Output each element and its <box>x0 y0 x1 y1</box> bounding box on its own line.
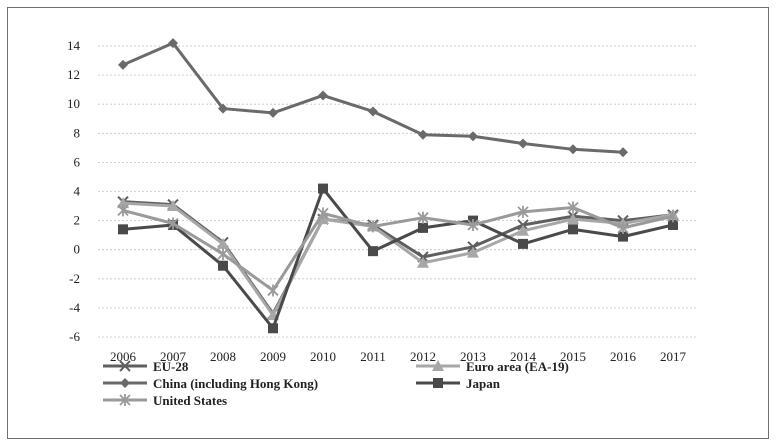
x-tick-label: 2008 <box>210 349 236 364</box>
data-point <box>617 221 629 234</box>
legend-label: China (including Hong Kong) <box>153 376 318 391</box>
x-tick-label: 2010 <box>310 349 336 364</box>
data-point <box>217 248 229 261</box>
y-tick-label: -2 <box>69 271 80 286</box>
x-tick-label: 2007 <box>160 349 187 364</box>
series-line <box>122 201 674 317</box>
y-tick-label: -4 <box>69 300 80 315</box>
y-tick-label: 4 <box>74 184 81 199</box>
y-axis-ticks: 14 12 10 8 6 4 2 0 -2 -4 -6 <box>67 38 81 344</box>
data-point <box>418 222 428 233</box>
x-tick-label: 2012 <box>410 349 436 364</box>
y-tick-label: 6 <box>74 154 81 169</box>
data-point <box>118 59 128 70</box>
series-line <box>122 200 674 316</box>
legend-label: Japan <box>466 376 501 391</box>
data-point <box>167 200 179 212</box>
series-japan <box>118 183 678 334</box>
data-point <box>318 90 328 101</box>
series-line <box>122 206 674 292</box>
y-tick-label: 2 <box>74 213 81 228</box>
data-point <box>218 103 228 114</box>
data-point <box>567 213 579 225</box>
legend-label: Euro area (EA-19) <box>466 359 569 374</box>
data-point <box>568 144 578 155</box>
data-point <box>117 204 129 217</box>
data-point <box>667 210 679 223</box>
data-point <box>668 219 678 230</box>
legend-marker <box>120 378 130 388</box>
legend-label: EU-28 <box>153 359 189 374</box>
y-tick-label: 10 <box>67 96 80 111</box>
series-line <box>122 187 674 330</box>
data-point <box>317 207 329 220</box>
data-point <box>318 183 328 194</box>
legend-marker <box>119 394 131 406</box>
data-point <box>268 323 278 334</box>
data-point <box>618 231 628 242</box>
data-point <box>267 284 279 297</box>
data-point <box>118 224 128 235</box>
x-axis-ticks: 2006 2007 2008 2009 2010 2011 2012 2013 2014 2015… <box>110 349 687 364</box>
x-tick-label: 2015 <box>560 349 586 364</box>
gridlines <box>98 45 698 338</box>
data-point <box>117 197 129 209</box>
data-point <box>368 246 378 257</box>
y-tick-label: 14 <box>67 38 81 53</box>
series-united-states <box>117 201 679 297</box>
legend-marker <box>432 360 444 371</box>
chart-frame: 14 12 10 8 6 4 2 0 -2 -4 -6 2006 2007 2008 2009 2010 20… <box>7 7 769 439</box>
data-point <box>167 217 179 230</box>
x-tick-label: 2006 <box>110 349 137 364</box>
x-tick-label: 2009 <box>260 349 286 364</box>
data-point <box>467 218 479 231</box>
legend-item: China (including Hong Kong) <box>103 376 318 391</box>
x-tick-label: 2014 <box>510 349 537 364</box>
legend-item: EU-28 <box>103 359 189 374</box>
x-tick-label: 2017 <box>660 349 687 364</box>
legend-item: Euro area (EA-19) <box>416 359 569 374</box>
data-point <box>618 147 628 158</box>
series-china-including-hong-kong <box>118 38 628 158</box>
data-point <box>168 38 178 49</box>
legend-item: Japan <box>416 376 501 391</box>
data-point <box>268 107 278 118</box>
y-tick-label: 8 <box>74 125 81 140</box>
data-point <box>418 129 428 140</box>
data-point <box>417 211 429 224</box>
data-point <box>468 131 478 142</box>
x-tick-label: 2016 <box>610 349 637 364</box>
data-point <box>518 238 528 249</box>
data-point <box>368 106 378 117</box>
data-point <box>367 220 379 233</box>
x-tick-label: 2011 <box>360 349 386 364</box>
x-tick-label: 2013 <box>460 349 486 364</box>
data-point <box>218 260 228 271</box>
data-point <box>517 205 529 218</box>
data-point <box>567 201 579 214</box>
data-point <box>568 224 578 235</box>
data-point <box>467 246 479 258</box>
data-point <box>417 256 429 268</box>
y-tick-label: 0 <box>74 242 81 257</box>
legend: EU-28 Euro area (EA-19) China (including H… <box>103 359 569 408</box>
legend-marker <box>119 360 131 372</box>
legend-marker <box>433 378 443 388</box>
data-point <box>518 138 528 149</box>
legend-item: United States <box>103 393 227 408</box>
legend-label: United States <box>153 393 227 408</box>
y-tick-label: -6 <box>69 329 80 344</box>
data-point <box>217 237 229 249</box>
y-tick-label: 12 <box>67 67 80 82</box>
data-point <box>517 224 529 236</box>
series-line <box>122 41 624 154</box>
series-lines <box>117 38 679 334</box>
